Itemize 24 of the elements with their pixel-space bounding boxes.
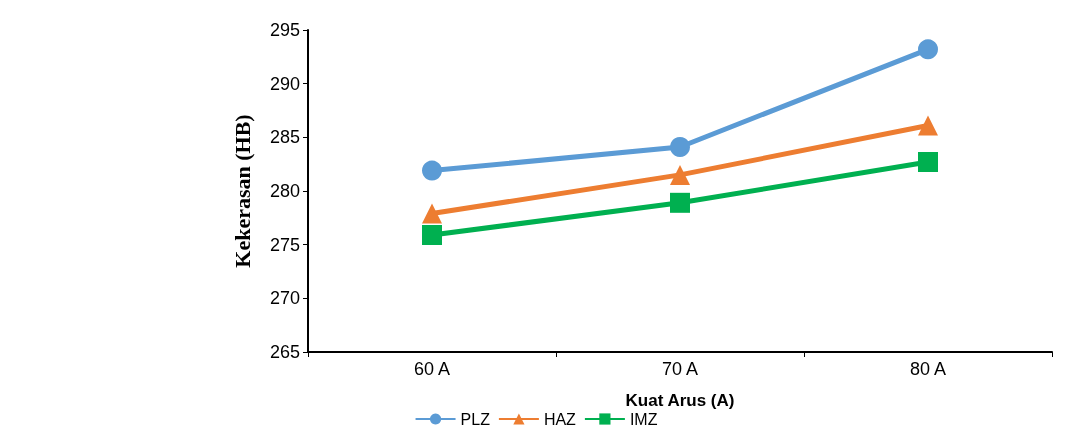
point [670, 164, 690, 185]
x-axis-title: Kuat Arus (A) [625, 391, 735, 410]
legend-label: PLZ [460, 410, 491, 428]
point [670, 192, 690, 213]
y-axis-title: Kekerasan (HB) [229, 114, 255, 268]
point [422, 225, 442, 246]
y-tick-label: 295 [269, 20, 300, 40]
x-tick-label: 60 A [413, 359, 451, 379]
point [918, 39, 938, 60]
point [918, 115, 938, 136]
point [422, 160, 442, 181]
y-tick-label: 280 [269, 181, 300, 201]
point [670, 137, 690, 157]
legend-label: IMZ [629, 410, 658, 428]
y-tick-label: 265 [269, 342, 300, 362]
y-tick-label: 270 [269, 288, 300, 309]
x-tick-label: 70 A [661, 359, 699, 379]
y-tick-label: 285 [269, 127, 300, 148]
y-tick-label: 275 [269, 234, 300, 255]
point [918, 152, 938, 173]
y-tick-label: 290 [269, 73, 300, 94]
legend-label: HAZ [543, 410, 577, 428]
point [422, 203, 442, 224]
x-tick-label: 80 A [909, 359, 947, 379]
